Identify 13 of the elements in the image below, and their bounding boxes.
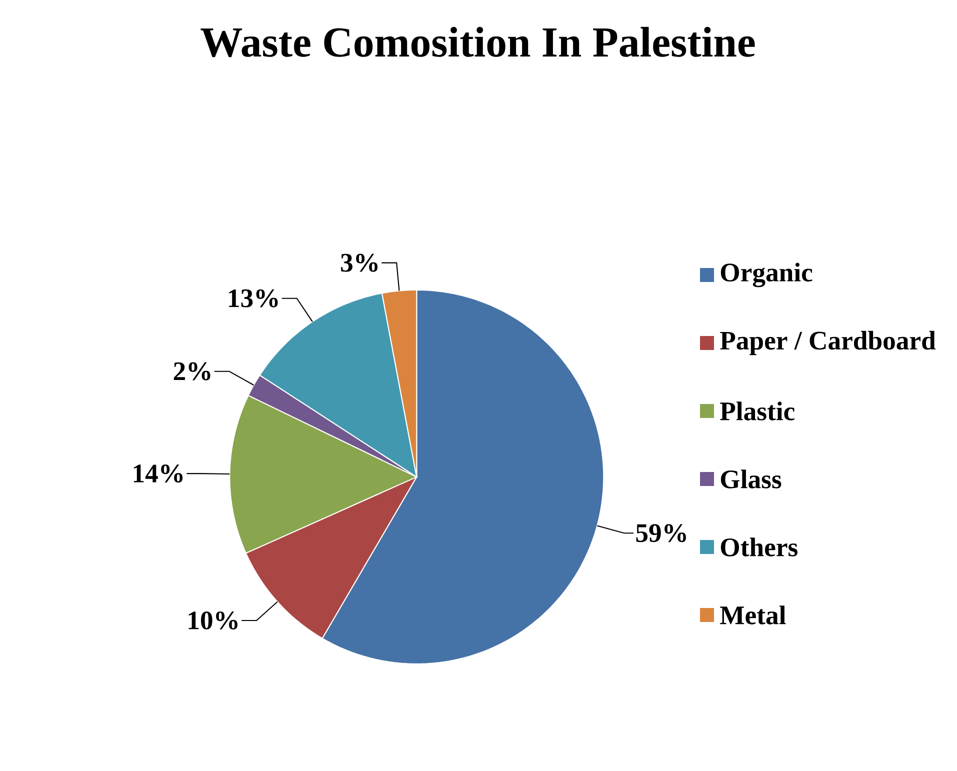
legend-label: Others bbox=[720, 538, 798, 556]
data-label: 3% bbox=[341, 254, 378, 272]
legend-label: Plastic bbox=[720, 402, 794, 420]
data-label: 2% bbox=[174, 362, 210, 380]
legend-label: Glass bbox=[720, 470, 782, 488]
data-label: 59% bbox=[636, 524, 686, 542]
data-label: 13% bbox=[229, 289, 278, 308]
legend-label: Organic bbox=[720, 262, 812, 288]
legend-label: Metal bbox=[720, 606, 786, 624]
data-label: 14% bbox=[134, 464, 183, 483]
legend-label: Paper / Cardboard bbox=[720, 330, 936, 356]
data-label: 10% bbox=[188, 611, 238, 630]
chart-title: Waste Comosition In Palestine bbox=[200, 26, 755, 58]
